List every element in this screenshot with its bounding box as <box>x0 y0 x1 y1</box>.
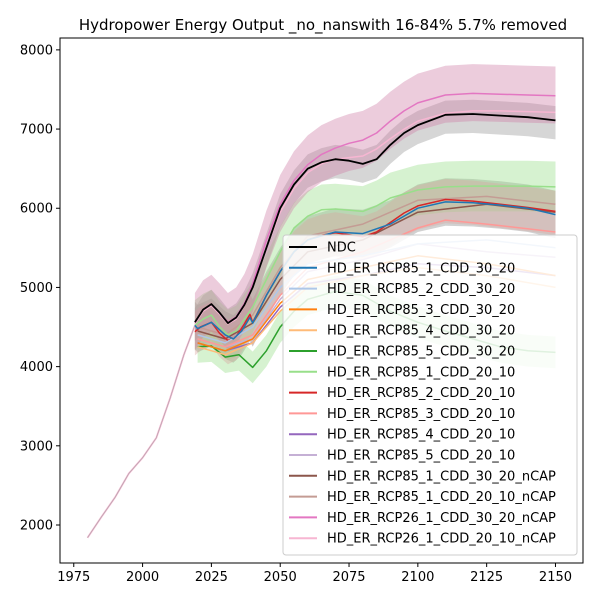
series-band-6 <box>194 160 556 361</box>
legend-label: HD_ER_RCP85_3_CDD_20_10 <box>327 407 515 422</box>
y-tick-label: 5000 <box>20 281 53 296</box>
y-tick-label: 6000 <box>20 202 53 217</box>
x-tick-label: 2150 <box>539 570 572 585</box>
history-line <box>86 325 196 539</box>
legend-box <box>282 234 578 556</box>
x-tick-label: 2025 <box>195 570 228 585</box>
y-tick-label: 8000 <box>20 43 53 58</box>
legend-label: HD_ER_RCP85_4_CDD_20_10 <box>327 428 515 443</box>
y-tick-label: 3000 <box>20 439 53 454</box>
legend-label: HD_ER_RCP85_1_CDD_30_20 <box>327 261 515 276</box>
legend-label: HD_ER_RCP85_3_CDD_30_20 <box>327 303 515 318</box>
x-tick-label: 1975 <box>57 570 90 585</box>
series-band-1 <box>194 178 556 363</box>
legend-label: HD_ER_RCP85_2_CDD_20_10 <box>327 386 515 401</box>
plot-frame <box>59 37 584 564</box>
legend-label: HD_ER_RCP26_1_CDD_30_20_nCAP <box>327 511 556 526</box>
legend-label: HD_ER_RCP85_1_CDD_20_10 <box>327 365 515 380</box>
legend-label: HD_ER_RCP85_4_CDD_30_20 <box>327 324 515 339</box>
series-band-0 <box>194 99 556 343</box>
legend-label: HD_ER_RCP85_5_CDD_20_10 <box>327 449 515 464</box>
legend-label: HD_ER_RCP26_1_CDD_20_10_nCAP <box>327 532 556 547</box>
x-tick-label: 2050 <box>264 570 297 585</box>
y-tick-label: 4000 <box>20 360 53 375</box>
history-line-core <box>87 325 196 538</box>
legend-label: HD_ER_RCP85_2_CDD_30_20 <box>327 282 515 297</box>
legend-label: HD_ER_RCP85_1_CDD_20_10_nCAP <box>327 490 556 505</box>
legend-label: HD_ER_RCP85_5_CDD_30_20 <box>327 345 515 360</box>
legend-label: HD_ER_RCP85_1_CDD_30_20_nCAP <box>327 469 556 484</box>
x-tick-label: 2100 <box>401 570 434 585</box>
legend-label: NDC <box>327 241 356 256</box>
x-tick-label: 2075 <box>332 570 365 585</box>
series-line-0 <box>194 113 556 324</box>
y-tick-label: 2000 <box>20 518 53 533</box>
chart-title: Hydropower Energy Output _no_nanswith 16… <box>79 16 567 35</box>
y-tick-label: 7000 <box>20 123 53 138</box>
x-tick-label: 2125 <box>470 570 503 585</box>
series-line-6 <box>194 185 556 336</box>
x-tick-label: 2000 <box>126 570 159 585</box>
